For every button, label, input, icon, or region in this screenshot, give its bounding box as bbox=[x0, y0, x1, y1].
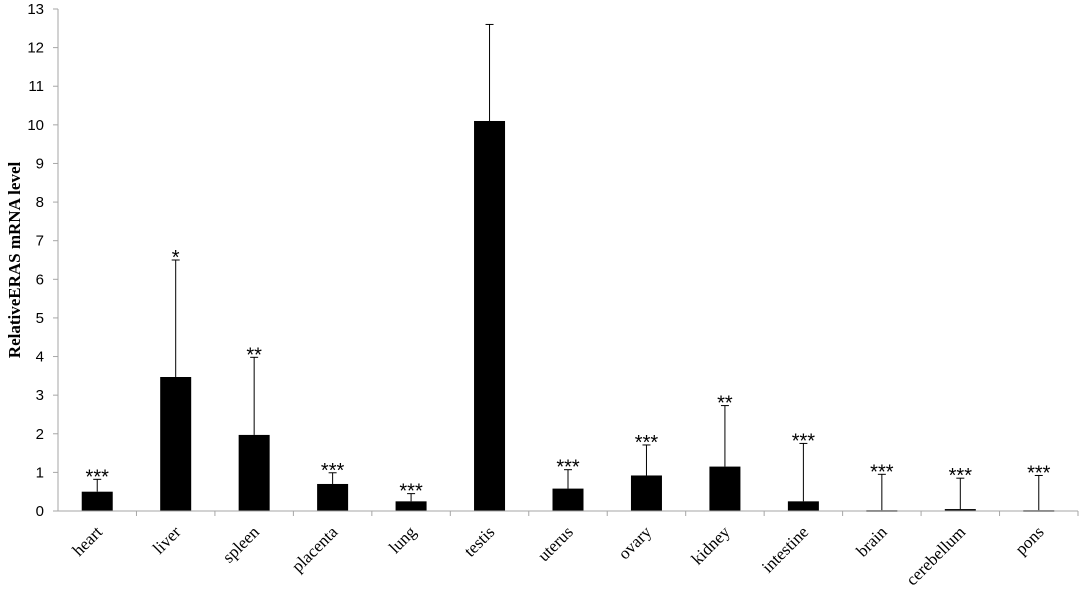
significance-label-pons: *** bbox=[1027, 462, 1051, 484]
y-tick-label: 12 bbox=[27, 40, 44, 57]
x-tick-label-liver: liver bbox=[149, 522, 185, 558]
bar-kidney bbox=[709, 466, 741, 511]
y-tick-label: 0 bbox=[36, 503, 44, 520]
x-tick-label-testis: testis bbox=[460, 522, 498, 560]
bar-liver bbox=[160, 377, 192, 511]
y-tick-label: 8 bbox=[36, 194, 44, 211]
y-tick-label: 1 bbox=[36, 464, 44, 481]
x-tick-label-spleen: spleen bbox=[219, 522, 263, 566]
x-tick-label-pons: pons bbox=[1011, 522, 1047, 558]
y-tick-label: 4 bbox=[36, 349, 44, 366]
significance-label-liver: * bbox=[172, 247, 180, 269]
x-axis: heart liver spleen placenta lung testis uterus… bbox=[58, 510, 1079, 589]
bar-heart bbox=[81, 491, 113, 511]
x-tick-label-intestine: intestine bbox=[758, 522, 812, 576]
x-tick-label-heart: heart bbox=[69, 522, 107, 560]
significance-label-spleen: ** bbox=[246, 344, 262, 366]
y-tick-label: 13 bbox=[27, 1, 44, 18]
bar-cerebellum bbox=[944, 509, 976, 511]
bar-placenta bbox=[317, 483, 349, 511]
x-tick-label-cerebellum: cerebellum bbox=[902, 522, 969, 589]
significance-label-kidney: ** bbox=[717, 393, 733, 415]
x-tick-label-uterus: uterus bbox=[534, 522, 577, 565]
x-tick-label-lung: lung bbox=[385, 522, 420, 557]
significance-label-brain: *** bbox=[870, 461, 894, 483]
x-tick-label-placenta: placenta bbox=[288, 522, 342, 576]
y-tick-label: 6 bbox=[36, 271, 44, 288]
bar-ovary bbox=[630, 475, 662, 511]
significance-label-lung: *** bbox=[399, 481, 423, 503]
x-tick-label-ovary: ovary bbox=[614, 522, 655, 563]
bar-lung bbox=[395, 501, 427, 511]
x-tick-label-kidney: kidney bbox=[688, 522, 735, 569]
bar-testis bbox=[474, 120, 506, 511]
significance-label-ovary: *** bbox=[635, 432, 659, 454]
bar-spleen bbox=[238, 434, 270, 511]
y-tick-label: 5 bbox=[36, 310, 44, 327]
y-axis-title: RelativeERAS mRNA level bbox=[5, 162, 24, 359]
y-tick-label: 3 bbox=[36, 387, 44, 404]
y-tick-label: 11 bbox=[28, 78, 44, 95]
significance-label-cerebellum: *** bbox=[949, 465, 973, 487]
bar-intestine bbox=[787, 501, 819, 511]
significance-label-uterus: *** bbox=[556, 457, 580, 479]
y-tick-label: 9 bbox=[36, 155, 44, 172]
bars: ************************** *** *** bbox=[81, 23, 1055, 512]
significance-label-intestine: *** bbox=[792, 430, 816, 452]
bar-uterus bbox=[552, 488, 584, 511]
x-tick-label-brain: brain bbox=[853, 522, 891, 560]
y-tick-label: 2 bbox=[36, 426, 44, 443]
significance-label-placenta: *** bbox=[321, 460, 345, 482]
y-tick-label: 10 bbox=[27, 117, 44, 134]
significance-label-heart: *** bbox=[86, 466, 110, 488]
y-tick-label: 7 bbox=[36, 233, 44, 250]
